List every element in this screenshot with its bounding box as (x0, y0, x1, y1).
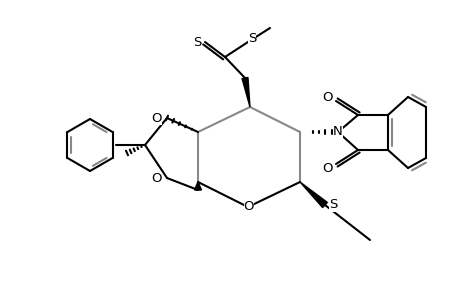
Text: O: O (151, 112, 162, 124)
Text: O: O (322, 91, 332, 103)
Text: S: S (247, 32, 256, 44)
Polygon shape (194, 182, 201, 190)
Text: O: O (151, 172, 162, 184)
Text: N: N (332, 124, 342, 137)
Text: O: O (322, 161, 332, 175)
Text: S: S (192, 35, 201, 49)
Text: O: O (243, 200, 254, 214)
Polygon shape (241, 77, 249, 107)
Polygon shape (299, 182, 327, 208)
Text: S: S (328, 199, 336, 212)
